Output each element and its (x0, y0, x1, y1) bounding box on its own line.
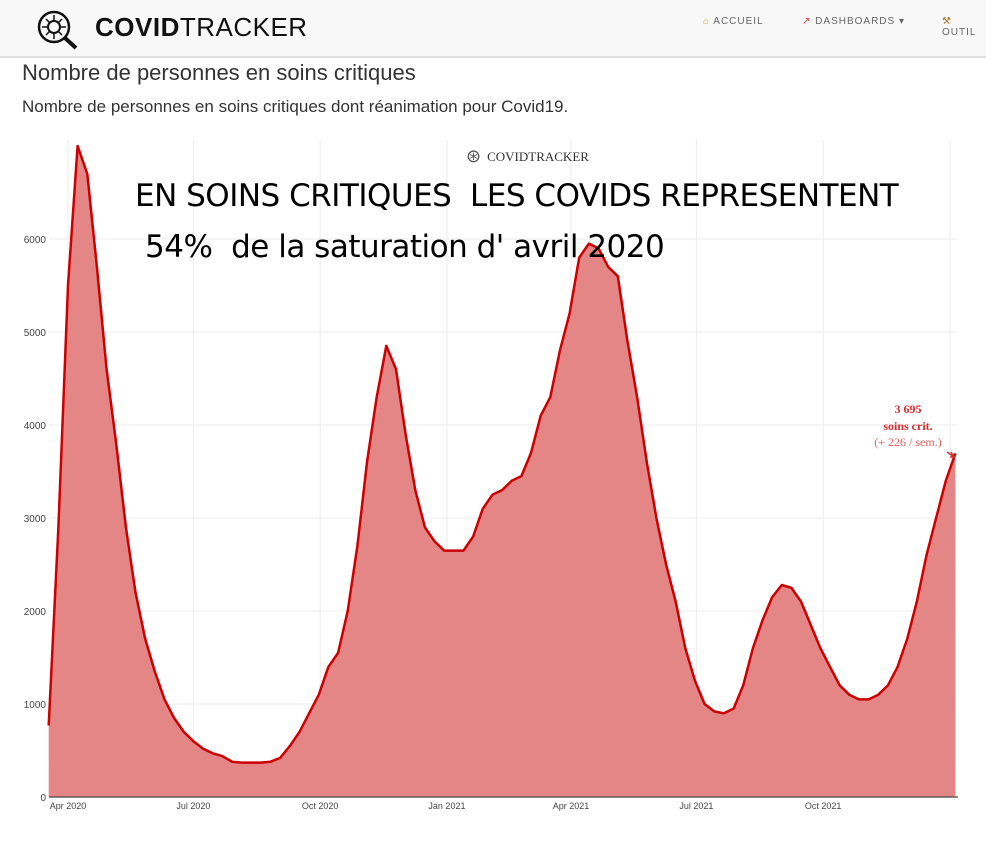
y-tick-label: 5000 (24, 328, 47, 339)
nav-outils[interactable]: ⚒ OUTIL (942, 16, 977, 38)
brand[interactable]: COVIDTRACKER (95, 12, 308, 42)
overlay-headline: EN SOINS CRITIQUES LES COVIDS REPRESENTE… (135, 178, 899, 214)
virus-magnifier-logo-icon[interactable] (36, 9, 80, 51)
y-tick-label: 0 (40, 793, 46, 804)
annotation-arrow-icon (946, 451, 956, 458)
y-tick-label: 6000 (24, 235, 47, 246)
chart-icon: ↗ (802, 16, 812, 27)
y-tick-label: 3000 (24, 514, 47, 525)
page-title: Nombre de personnes en soins critiques (22, 60, 416, 85)
x-tick-label: Apr 2020 (50, 801, 87, 811)
chart-watermark: ⊛ COVIDTRACKER (466, 146, 589, 166)
virus-logo-icon: ⊛ (466, 146, 482, 166)
x-tick-label: Apr 2021 (553, 801, 590, 811)
annotation-label: soins crit. (883, 419, 932, 433)
x-tick-label: Jul 2021 (679, 801, 713, 811)
annotation-value: 3 695 (895, 402, 922, 416)
caret-down-icon: ▾ (898, 16, 905, 27)
x-tick-label: Jan 2021 (428, 801, 465, 811)
page-subtitle: Nombre de personnes en soins critiques d… (22, 97, 569, 116)
y-tick-label: 4000 (24, 421, 47, 432)
y-tick-label: 1000 (24, 700, 47, 711)
x-tick-label: Oct 2021 (805, 801, 842, 811)
critical-care-chart: 0 1000 2000 3000 4000 5000 6000 Apr 2020 Jul 202… (24, 140, 958, 811)
x-tick-label: Jul 2020 (176, 801, 210, 811)
navbar: COVIDTRACKER ⌂ ACCUEIL ↗ DASHBOARDS ▾ ⚒ … (0, 0, 986, 58)
tools-icon: ⚒ (942, 16, 952, 27)
y-tick-label: 2000 (24, 607, 47, 618)
nav-accueil[interactable]: ⌂ ACCUEIL (703, 16, 764, 27)
x-tick-label: Oct 2020 (302, 801, 339, 811)
area-fill (48, 146, 956, 797)
annotation-change: (+ 226 / sem.) (874, 435, 941, 449)
nav-dashboards[interactable]: ↗ DASHBOARDS ▾ (802, 16, 905, 27)
house-icon: ⌂ (703, 16, 711, 27)
overlay-subline: 54% de la saturation d' avril 2020 (145, 229, 665, 265)
